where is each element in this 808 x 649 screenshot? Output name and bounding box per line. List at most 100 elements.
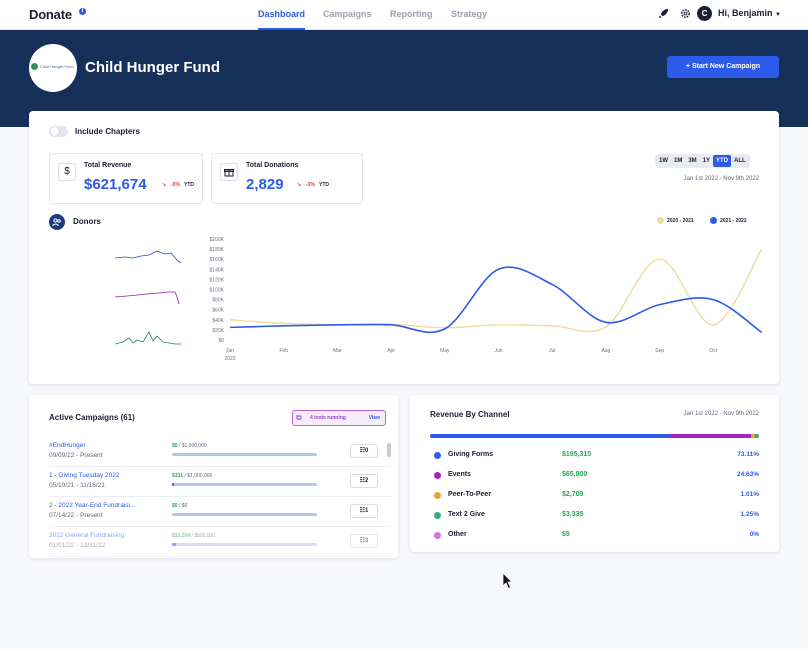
channel-percent: 73.11% [737, 451, 759, 458]
campaign-goal: / $1,000,000 [183, 473, 213, 479]
date-range-selector: 1W 1M 3M 1Y YTD ALL [655, 154, 750, 168]
ab-test-count-button[interactable]: ☷3 [350, 534, 378, 548]
x-tick-label: Jul [549, 348, 555, 354]
campaign-name[interactable]: 1 - Giving Tuesday 2022 [49, 472, 120, 479]
y-tick-label: $60K [212, 308, 224, 314]
first-time-donors-card[interactable]: First-Time Donors 76 [49, 319, 185, 350]
y-tick-label: $120K [210, 277, 225, 283]
recurring-donors-card[interactable]: Recurring Donors 834 [49, 278, 185, 309]
campaign-dates: 07/14/22 - Present [49, 512, 103, 519]
total-donations-card: Total Donations 2,829 ↘ -3% YTD [211, 153, 363, 204]
channel-percent: 1.25% [740, 511, 759, 518]
revenue-title: Revenue By Channel [430, 410, 510, 419]
campaign-amount: $15,204 / $500,000 [172, 533, 215, 539]
y-tick-label: $180K [210, 247, 225, 253]
rocket-icon[interactable] [657, 8, 669, 20]
campaign-row[interactable]: 2022 General Fundraising 01/01/22 - 12/31… [49, 528, 391, 557]
range-1m[interactable]: 1M [674, 158, 683, 164]
ab-test-count-button[interactable]: ☷2 [350, 474, 378, 488]
campaign-progress-bar [172, 483, 317, 486]
legend-item: 2020 - 2021 [657, 217, 694, 224]
gear-icon[interactable] [679, 8, 691, 20]
campaigns-title: Active Campaigns (61) [49, 413, 135, 422]
channel-share-segment [430, 434, 671, 438]
channel-row: Text 2 Give $3,335 1.25% [430, 506, 759, 526]
channel-name: Events [448, 471, 471, 478]
donate-logo[interactable]: Donate [29, 7, 72, 22]
channel-color-dot [434, 472, 441, 479]
avatar[interactable]: C [697, 6, 712, 21]
campaign-row[interactable]: 1 - Giving Tuesday 2022 05/10/21 - 11/16/… [49, 468, 391, 497]
user-menu[interactable]: Hi, Benjamin ▼ [718, 8, 781, 18]
ab-test-count: 1 [365, 508, 369, 514]
y-tick-label: $80K [212, 298, 224, 304]
gift-icon [220, 163, 238, 181]
donor-card-value: 834 [61, 293, 80, 305]
campaign-name[interactable]: 2 - 2022 Year-End Fundraisi... [49, 502, 136, 509]
y-tick-label: $0 [218, 338, 224, 344]
channel-row: Peer-To-Peer $2,709 1.01% [430, 486, 759, 506]
tests-running-badge[interactable]: ⧉ 4 tests running View [292, 410, 386, 426]
mouse-cursor-icon [502, 572, 513, 590]
ab-test-count: 3 [365, 538, 369, 544]
donor-card-label: Total Donors [61, 243, 92, 249]
tab-campaigns[interactable]: Campaigns [323, 9, 372, 19]
tab-reporting[interactable]: Reporting [390, 9, 433, 19]
total-donors-card[interactable]: Total Donors 929 [49, 238, 185, 269]
range-3m[interactable]: 3M [688, 158, 697, 164]
campaign-name[interactable]: 2022 General Fundraising [49, 532, 125, 539]
top-nav: Donate i Dashboard Campaigns Reporting S… [0, 0, 808, 30]
ab-test-count-button[interactable]: ☷0 [350, 444, 378, 458]
campaign-row[interactable]: 2 - 2022 Year-End Fundraisi... 07/14/22 -… [49, 498, 391, 527]
stat-period: YTD [184, 182, 194, 188]
campaign-raised: $0 [172, 443, 178, 449]
campaign-progress-bar [172, 513, 317, 516]
x-tick-label: Oct [709, 348, 717, 354]
channel-share-segment [670, 434, 752, 438]
donor-card-value: 929 [61, 253, 80, 265]
campaign-progress-bar [172, 543, 317, 546]
channel-percent: 1.01% [740, 491, 759, 498]
revenue-date-range: Jan 1st 2022 - Nov 9th 2022 [683, 411, 759, 417]
channel-name: Giving Forms [448, 451, 494, 458]
overview-card: Include Chapters $ Total Revenue $621,67… [29, 111, 779, 384]
donor-card-value: 76 [61, 334, 74, 346]
ab-test-count: 2 [365, 478, 369, 484]
include-chapters-toggle[interactable] [49, 126, 68, 137]
info-icon[interactable]: i [79, 8, 86, 15]
donors-icon [49, 214, 65, 230]
legend-label: 2020 - 2021 [667, 217, 694, 224]
campaign-name[interactable]: #EndHunger [49, 442, 86, 449]
legend-item: 2021 - 2022 [710, 217, 747, 224]
y-tick-label: $160K [210, 257, 225, 263]
date-range-text: Jan 1st 2022 - Nov 9th 2022 [683, 176, 759, 182]
start-new-campaign-button[interactable]: + Start New Campaign [667, 56, 779, 78]
ab-test-icon: ⧉ [296, 413, 302, 422]
tab-strategy[interactable]: Strategy [451, 9, 488, 19]
ab-test-count-button[interactable]: ☷1 [350, 504, 378, 518]
channel-row: Events $65,800 24.63% [430, 466, 759, 486]
range-ytd[interactable]: YTD [713, 155, 732, 167]
sparkline [115, 250, 181, 264]
campaign-raised: $0 [172, 503, 178, 509]
channel-amount: $2,709 [562, 491, 584, 498]
channel-color-dot [434, 532, 441, 539]
campaign-amount: $0 / $0 [172, 503, 187, 509]
chevron-down-icon: ▼ [775, 12, 781, 18]
range-1w[interactable]: 1W [659, 158, 668, 164]
tab-dashboard[interactable]: Dashboard [258, 9, 306, 30]
view-tests-link[interactable]: View [368, 415, 380, 421]
progress-fill [172, 483, 174, 486]
header-band [0, 30, 808, 127]
campaign-row[interactable]: #EndHunger 09/09/22 - Present $0 / $1,000,… [49, 438, 391, 467]
y-tick-label: $40K [212, 318, 224, 324]
channel-color-dot [434, 452, 441, 459]
stat-delta: -5% [171, 182, 180, 188]
stat-value: 2,829 [246, 176, 284, 193]
campaign-raised: $15,204 [172, 533, 191, 539]
range-all[interactable]: ALL [734, 158, 746, 164]
dollar-icon: $ [58, 163, 76, 181]
scrollbar[interactable] [387, 443, 391, 457]
ab-test-count: 0 [365, 448, 369, 454]
range-1y[interactable]: 1Y [702, 158, 711, 164]
